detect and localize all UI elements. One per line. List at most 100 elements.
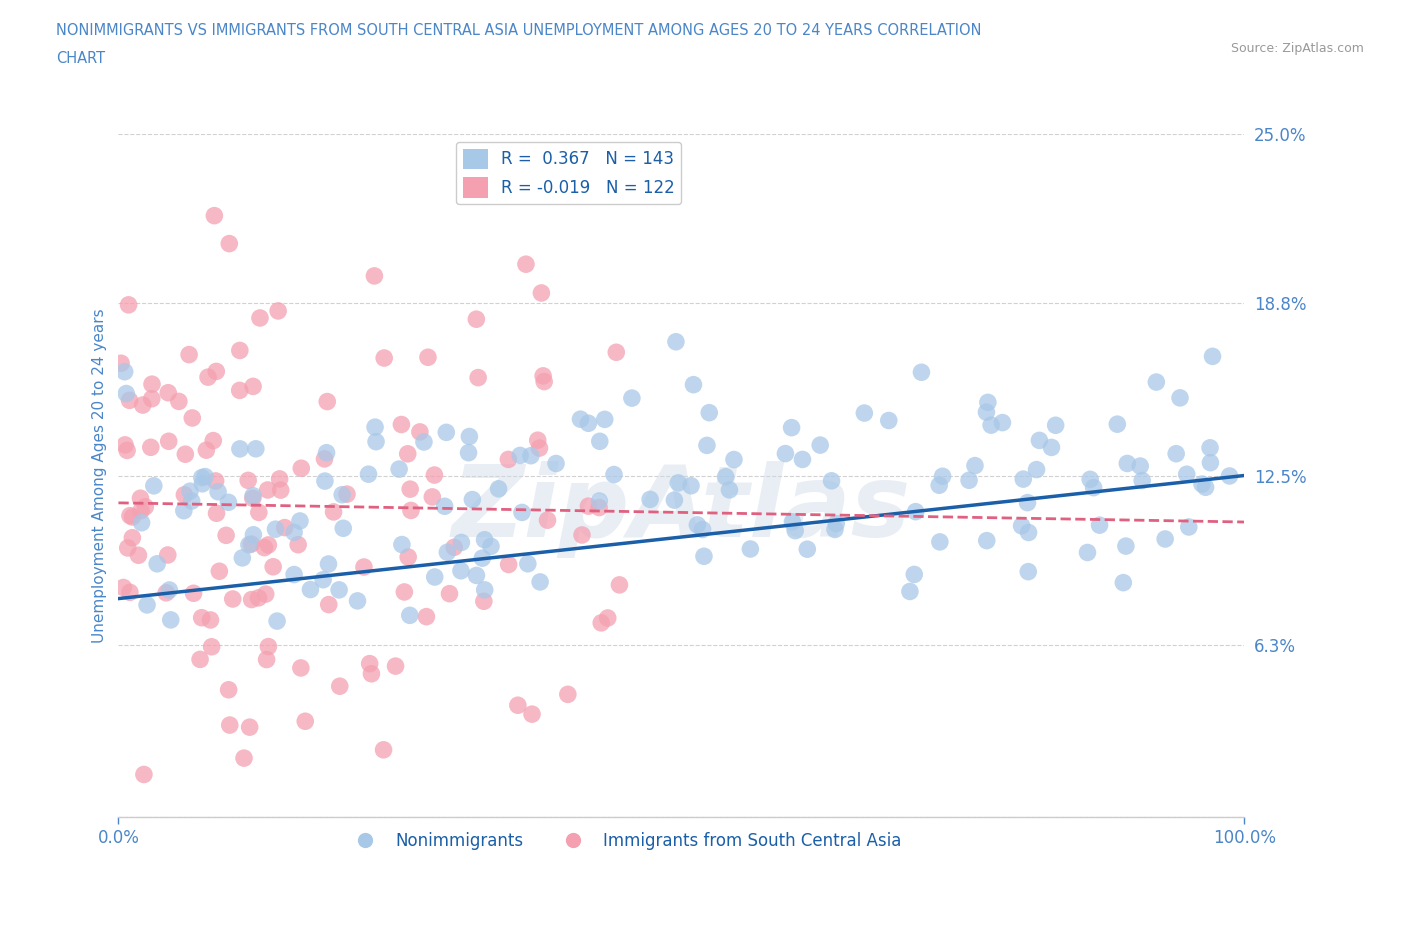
Point [129,503,152,518]
Point [242,488,264,503]
Point [723,452,745,467]
Point [117,298,139,312]
Point [692,522,714,537]
Point [780,420,803,435]
Point [682,378,704,392]
Point [139,440,162,455]
Point [267,303,290,318]
Point [314,473,336,488]
Point [461,492,484,507]
Point [664,493,686,508]
Point [775,446,797,461]
Point [1178,520,1201,535]
Point [714,470,737,485]
Point [740,541,762,556]
Point [1218,469,1240,484]
Point [853,405,876,420]
Point [118,392,141,407]
Point [283,525,305,539]
Point [288,513,311,528]
Point [318,556,340,571]
Point [457,445,479,460]
Point [112,580,135,595]
Point [416,350,439,365]
Point [188,652,211,667]
Point [1199,455,1222,470]
Point [195,443,218,458]
Point [980,418,1002,432]
Point [1088,518,1111,533]
Legend: Nonimmigrants, Immigrants from South Central Asia: Nonimmigrants, Immigrants from South Cen… [342,826,908,857]
Point [516,556,538,571]
Point [132,767,155,782]
Point [697,405,720,420]
Point [180,494,202,509]
Point [665,334,688,349]
Point [290,460,312,475]
Point [245,442,267,457]
Point [115,386,138,401]
Point [205,506,228,521]
Point [467,370,489,385]
Point [434,425,457,440]
Point [142,478,165,493]
Point [218,718,240,733]
Point [520,707,543,722]
Point [1130,473,1153,488]
Point [718,483,741,498]
Point [605,345,627,360]
Point [256,652,278,667]
Point [114,437,136,452]
Point [498,452,520,467]
Point [332,521,354,536]
Point [247,505,270,520]
Point [215,528,238,543]
Point [299,582,322,597]
Point [373,351,395,365]
Point [257,538,280,552]
Point [191,471,214,485]
Point [256,483,278,498]
Point [509,448,531,463]
Point [270,483,292,498]
Point [588,500,610,515]
Point [824,522,846,537]
Point [239,720,262,735]
Point [825,516,848,531]
Point [785,524,807,538]
Point [314,451,336,466]
Point [318,597,340,612]
Point [222,591,245,606]
Point [208,564,231,578]
Point [257,639,280,654]
Text: NONIMMIGRANTS VS IMMIGRANTS FROM SOUTH CENTRAL ASIA UNEMPLOYMENT AMONG AGES 20 T: NONIMMIGRANTS VS IMMIGRANTS FROM SOUTH C… [56,23,981,38]
Point [977,395,1000,410]
Point [129,491,152,506]
Point [136,597,159,612]
Point [1144,375,1167,390]
Point [294,714,316,729]
Point [510,505,533,520]
Point [1129,458,1152,473]
Point [620,391,643,405]
Point [399,503,422,518]
Point [904,504,927,519]
Point [530,286,553,300]
Point [254,587,277,602]
Point [389,417,412,432]
Point [190,610,212,625]
Point [157,433,180,448]
Point [179,484,201,498]
Point [329,679,352,694]
Point [167,394,190,409]
Point [792,452,814,467]
Point [384,658,406,673]
Point [571,527,593,542]
Point [174,446,197,461]
Point [346,593,368,608]
Point [1017,565,1039,579]
Point [526,432,548,447]
Point [569,412,592,427]
Point [264,522,287,537]
Point [134,499,156,514]
